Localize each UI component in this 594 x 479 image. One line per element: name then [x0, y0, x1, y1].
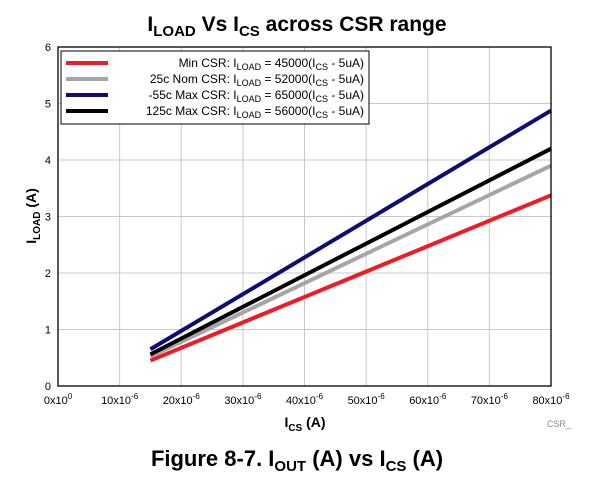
legend-label: 25c Nom CSR: ILOAD = 52000(ICS - 5uA) — [150, 72, 364, 88]
plot-frame — [57, 46, 552, 387]
x-tick-label: 80x10-6 — [532, 392, 570, 407]
x-tick-label: 50x10-6 — [348, 392, 386, 407]
series-line — [149, 146, 552, 357]
y-axis-title: ILOAD (A) — [23, 188, 43, 244]
x-tick-label: 0x100 — [44, 392, 73, 407]
series-line — [149, 108, 553, 351]
series-line — [149, 193, 552, 363]
y-tick-label: 5 — [45, 99, 51, 111]
x-tick-label: 10x10-6 — [101, 392, 139, 407]
y-tick-label: 0 — [45, 381, 51, 393]
figure-caption: Figure 8-7. IOUT (A) vs ICS (A) — [151, 446, 443, 475]
y-tick-label: 2 — [45, 268, 51, 280]
y-tick-label: 4 — [45, 155, 51, 167]
y-tick-label: 1 — [45, 325, 51, 337]
legend-label: 125c Max CSR: ILOAD = 56000(ICS - 5uA) — [146, 104, 364, 120]
x-tick-label: 40x10-6 — [286, 392, 324, 407]
x-tick-label: 60x10-6 — [409, 392, 447, 407]
x-tick-label: 70x10-6 — [471, 392, 509, 407]
y-tick-label: 6 — [45, 42, 51, 54]
legend-items: Min CSR: ILOAD = 45000(ICS - 5uA)25c Nom… — [66, 56, 364, 120]
x-tick-labels: 0x100 10x10-6 20x10-6 30x10-6 40x10-6 50x10-6… — [44, 392, 570, 407]
y-tick-labels: 0 1 2 3 4 5 6 — [45, 42, 51, 393]
y-tick-label: 3 — [45, 212, 51, 224]
x-tick-label: 30x10-6 — [224, 392, 262, 407]
watermark-text: CSR_ — [547, 419, 572, 429]
legend: Min CSR: ILOAD = 45000(ICS - 5uA)25c Nom… — [60, 50, 370, 125]
x-tick-label: 20x10-6 — [163, 392, 201, 407]
series-layer — [149, 108, 553, 363]
chart-title: ILOAD Vs ICS across CSR range — [147, 13, 446, 40]
legend-label: Min CSR: ILOAD = 45000(ICS - 5uA) — [179, 56, 364, 72]
x-axis-title: ICS (A) — [284, 414, 325, 434]
legend-box — [60, 50, 370, 125]
legend-label: -55c Max CSR: ILOAD = 65000(ICS - 5uA) — [149, 88, 364, 104]
series-line — [149, 163, 552, 359]
